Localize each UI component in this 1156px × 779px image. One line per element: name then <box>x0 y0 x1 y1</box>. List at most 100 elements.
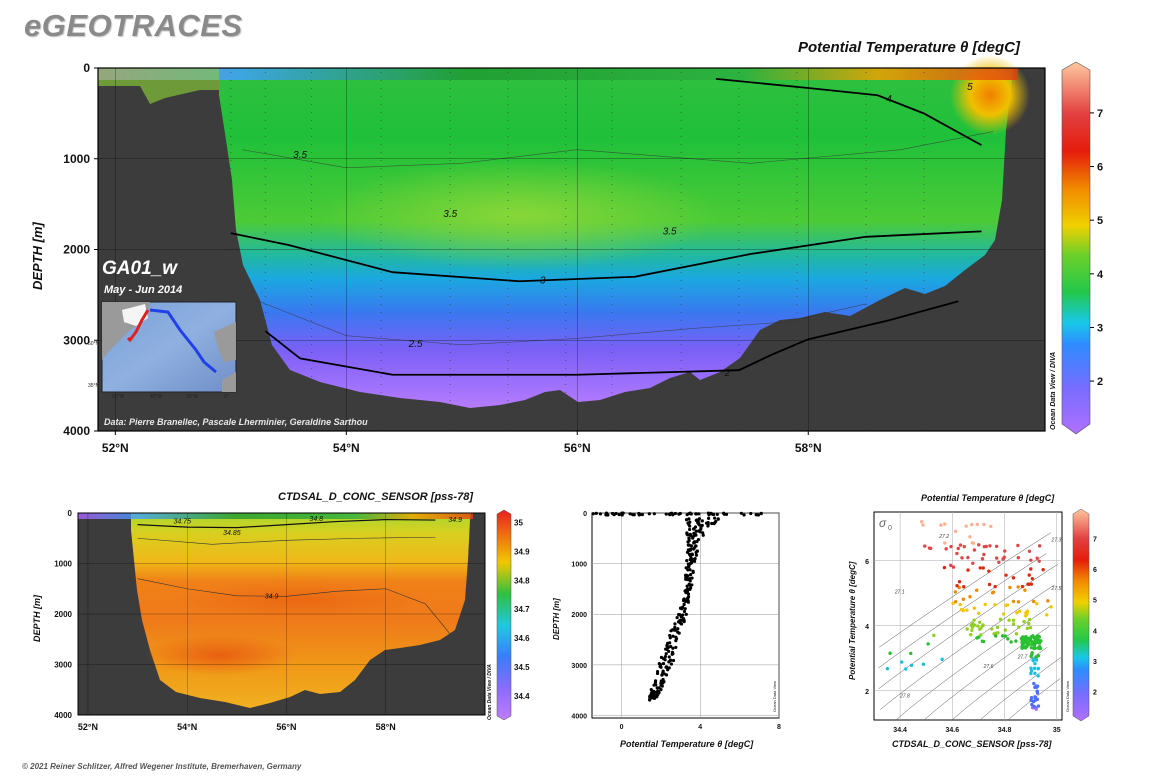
ts-point <box>988 544 992 548</box>
profile-point <box>668 659 672 663</box>
profile-point <box>660 673 664 677</box>
profile-point <box>662 680 666 684</box>
ts-point <box>1029 666 1033 670</box>
profile-point <box>691 547 696 551</box>
ts-point <box>995 556 999 560</box>
main-contour-4 <box>715 77 982 146</box>
main-light-green-region <box>320 160 720 270</box>
profile-point <box>665 647 669 651</box>
salinity-colorbar-tick-label: 34.4 <box>514 692 530 701</box>
ts-point <box>1025 626 1030 631</box>
profile-point <box>673 628 677 632</box>
salinity-x-tick-label: 58°N <box>376 722 396 732</box>
ts-point <box>1036 666 1041 671</box>
profile-point <box>673 511 677 516</box>
ts-isopycnal-label: 27.8 <box>899 693 910 699</box>
profile-point <box>687 517 691 521</box>
profile-point <box>690 576 694 580</box>
ts-point <box>1032 681 1036 686</box>
main-contour-label: 4 <box>886 94 892 105</box>
main-x-tick-label: 52°N <box>102 441 129 455</box>
ts-point <box>1032 704 1036 709</box>
ts-point <box>965 608 969 612</box>
ts-point <box>1014 632 1019 636</box>
ts-point <box>1029 567 1033 571</box>
main-y-ticks: 0 1000 2000 3000 4000 <box>63 61 98 438</box>
profile-y-tick-label: 4000 <box>571 713 587 720</box>
ts-isopycnal-label: 27.7 <box>1017 654 1028 660</box>
salinity-y-axis-label: DEPTH [m] <box>32 594 42 642</box>
ts-point <box>1033 695 1037 699</box>
ts-point <box>1003 549 1007 553</box>
profile-point <box>713 516 717 520</box>
salinity-colorbar-tick-label: 34.6 <box>514 634 530 643</box>
sigma-sub: 0 <box>888 525 892 532</box>
profile-point <box>688 511 692 515</box>
ts-point <box>921 523 925 527</box>
ts-point <box>962 544 966 549</box>
inset-lat-35: 35°N <box>88 383 100 389</box>
sigma-label: σ <box>879 516 887 530</box>
salinity-contour-label: 34.9 <box>448 517 462 524</box>
ts-y-tick-label: 6 <box>865 559 869 566</box>
ts-point <box>1030 702 1034 707</box>
profile-point <box>664 512 668 516</box>
profile-point <box>676 627 680 631</box>
ts-point <box>966 568 970 572</box>
ts-x-tick-label: 34.6 <box>946 727 960 734</box>
profile-point <box>693 540 697 544</box>
salinity-contour-34.9 <box>137 578 451 635</box>
profile-point <box>659 687 663 692</box>
ts-point <box>921 662 926 666</box>
ts-point <box>949 563 953 568</box>
salinity-colorbar-tick-label: 34.5 <box>514 663 530 672</box>
profile-point <box>671 646 675 650</box>
profile-point <box>688 548 693 552</box>
ts-point <box>958 543 963 547</box>
ts-point <box>943 522 947 526</box>
inset-lat-50: 50°N <box>88 341 100 347</box>
ts-y-tick-label: 4 <box>865 624 869 631</box>
profile-point <box>688 587 692 591</box>
profile-point <box>666 641 670 645</box>
ts-point <box>1004 573 1008 577</box>
salinity-y-tick-label: 2000 <box>54 610 72 619</box>
profile-point <box>661 657 666 661</box>
ts-point <box>1002 555 1006 559</box>
profile-point <box>685 584 689 588</box>
ts-point <box>1049 605 1053 609</box>
main-y-axis-label: DEPTH [m] <box>30 221 45 290</box>
ts-point <box>1033 646 1037 651</box>
ts-isopycnal-line <box>879 532 1051 648</box>
profile-point <box>604 511 609 515</box>
main-contour-label: 5 <box>967 82 973 93</box>
ts-point <box>909 663 914 668</box>
profile-point <box>676 630 680 634</box>
salinity-colorbar: 34.4 34.5 34.6 34.7 34.8 34.9 35 <box>496 509 530 721</box>
salinity-contour-label: 34.85 <box>223 530 241 537</box>
profile-point <box>711 512 716 517</box>
ts-point <box>1036 674 1040 678</box>
ts-point <box>953 529 958 534</box>
ts-isopycnal-line <box>1007 678 1061 721</box>
profile-point <box>683 607 687 611</box>
ts-point <box>1036 704 1041 708</box>
ts-points <box>885 520 1053 711</box>
ts-point <box>1032 643 1037 647</box>
main-colorbar-tick-label: 5 <box>1097 215 1103 227</box>
ts-y-ticks: 2 4 6 <box>865 559 869 696</box>
profile-point <box>691 569 695 573</box>
ts-point <box>904 667 908 671</box>
ts-isopycnal-line <box>878 553 1047 669</box>
profile-y-ticks: 0 1000 2000 3000 4000 <box>571 511 587 720</box>
ts-point <box>981 639 986 644</box>
ts-point <box>888 651 892 655</box>
salinity-colorbar-tick-label: 34.8 <box>514 576 530 585</box>
ts-x-tick-label: 34.4 <box>893 727 907 734</box>
ts-point <box>960 556 964 560</box>
main-y-tick-label: 2000 <box>63 243 90 257</box>
profile-point <box>685 559 689 563</box>
ts-y-axis-label: Potential Temperature θ [degC] <box>848 561 857 680</box>
profile-point <box>697 523 701 527</box>
salinity-x-tick-label: 54°N <box>177 722 197 732</box>
